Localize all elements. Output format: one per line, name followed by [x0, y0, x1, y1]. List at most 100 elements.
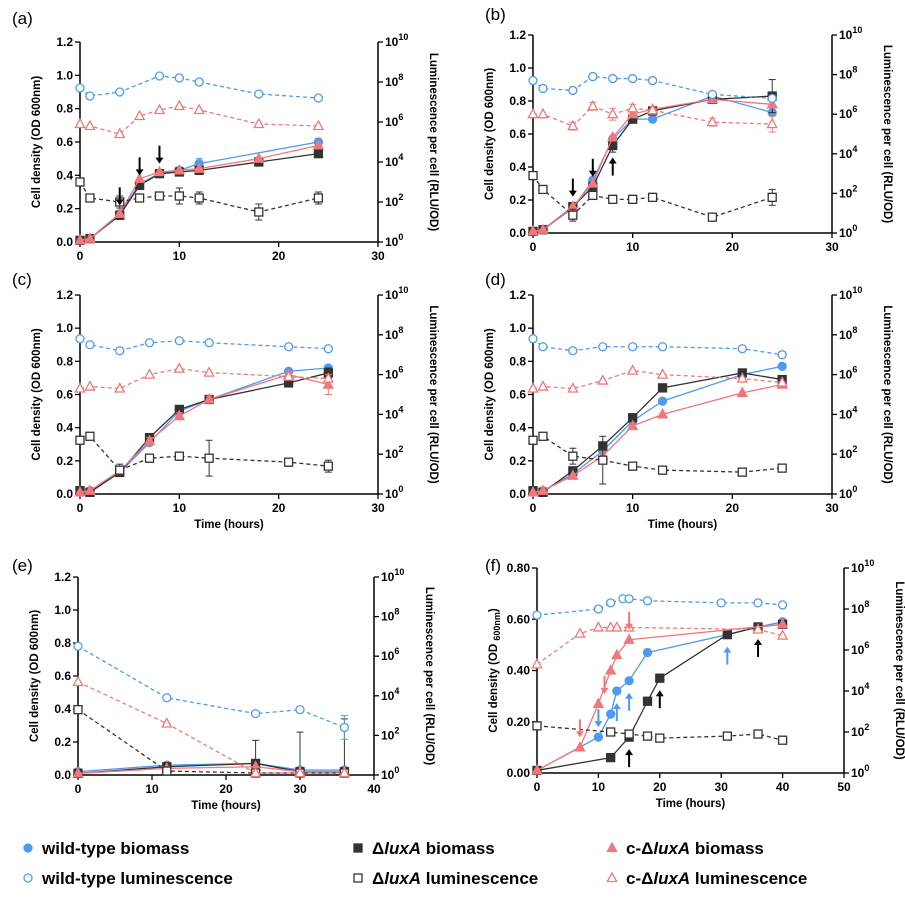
data-point: [588, 71, 598, 82]
panel-label: (b): [485, 5, 506, 24]
data-point: [114, 127, 126, 139]
series-line: [79, 75, 319, 99]
arrow-down-icon: [600, 675, 609, 694]
data-point: [776, 618, 789, 629]
arrow-down-icon: [115, 187, 124, 206]
y-tick-label: 0.4: [54, 702, 71, 716]
data-point: [567, 382, 579, 393]
data-point: [707, 89, 718, 100]
legend-item-wt_lum: wild-type luminescence: [23, 869, 233, 888]
y-tick-label: 1.0: [509, 61, 526, 75]
y2-tick-label: 108: [839, 325, 857, 342]
y2-tick-label: 1010: [839, 25, 862, 42]
series-line: [77, 645, 345, 729]
data-point: [612, 686, 622, 696]
data-point: [144, 453, 155, 463]
y2-tick-label: 106: [839, 365, 857, 382]
data-point: [593, 732, 604, 742]
data-point: [338, 766, 351, 778]
y-axis-label: Cell density (OD 600nm): [484, 328, 496, 460]
y-tick-label: 0.2: [56, 454, 73, 468]
data-point: [767, 93, 777, 104]
y-tick-label: 0.2: [56, 202, 73, 216]
data-point: [626, 419, 639, 431]
x-tick-label: 0: [534, 780, 541, 794]
y-tick-label: 0.4: [509, 421, 526, 435]
arrow-down-icon: [135, 157, 144, 176]
data-point: [323, 461, 333, 471]
y-tick-label: 0.2: [54, 735, 71, 749]
data-point: [75, 83, 85, 93]
data-point: [574, 741, 586, 752]
arrow-down-icon: [594, 709, 603, 728]
data-point: [84, 119, 96, 131]
arrow-up-icon: [625, 749, 634, 768]
data-point: [608, 73, 618, 84]
y-tick-label: 0.6: [509, 127, 526, 141]
y-tick-label: 0.4: [56, 168, 73, 182]
y-axis-label: Cell density (OD 600nm): [484, 68, 496, 200]
y-axis-label: Cell density (OD 600nm): [31, 328, 43, 460]
legend-label: wild-type biomass: [41, 839, 189, 858]
data-point: [173, 409, 186, 421]
series-line: [532, 338, 783, 356]
data-point: [624, 676, 634, 686]
series-dl_bio: [75, 367, 333, 497]
data-point: [84, 380, 96, 391]
data-point: [75, 177, 85, 187]
y-tick-label: 0.40: [507, 664, 531, 678]
data-point: [647, 75, 658, 86]
data-point: [567, 119, 579, 131]
x-tick-label: 10: [173, 249, 187, 263]
arrow-down-icon: [625, 611, 634, 630]
y-tick-label: 1.2: [509, 28, 526, 42]
legend-label: wild-type luminescence: [41, 869, 233, 888]
series-cd_bio: [527, 378, 788, 497]
series-wt_lum: [73, 641, 350, 740]
data-point: [84, 232, 96, 243]
data-point: [161, 717, 173, 728]
data-point: [528, 170, 538, 181]
data-point: [254, 89, 264, 99]
y-tick-label: 0.00: [507, 766, 531, 780]
series-line: [77, 681, 345, 774]
y-axis-label: Cell density (OD 600nm): [488, 608, 502, 733]
y2-tick-label: 108: [381, 607, 399, 624]
data-point: [656, 408, 669, 419]
data-point: [588, 190, 598, 201]
panel-label: (d): [485, 270, 506, 289]
data-point: [322, 372, 335, 383]
data-point: [657, 342, 668, 352]
data-point: [528, 334, 538, 344]
data-point: [203, 393, 215, 404]
series-dl_lum: [75, 431, 333, 477]
arrow-up-icon: [608, 157, 617, 176]
y2-axis-label: Luminescence per cell (RLU/OD): [881, 45, 893, 223]
series-cd_lum: [72, 675, 351, 778]
data-point: [611, 648, 623, 660]
x-tick-label: 10: [626, 240, 640, 254]
y-tick-label: 0.4: [56, 421, 73, 435]
legend-marker: [606, 871, 618, 883]
data-point: [153, 165, 166, 177]
y2-tick-label: 1010: [381, 567, 404, 584]
arrow-down-icon: [588, 158, 597, 177]
data-point: [115, 87, 125, 97]
data-point: [527, 224, 539, 236]
series-wt_lum: [75, 71, 324, 103]
y-tick-label: 0.6: [56, 388, 73, 402]
data-point: [153, 103, 166, 115]
series-wt_lum: [532, 594, 788, 620]
x-tick-label: 20: [653, 780, 667, 794]
y-tick-label: 1.2: [56, 35, 73, 49]
series-wt_lum: [75, 334, 333, 356]
y-tick-label: 0.20: [507, 715, 531, 729]
y2-tick-label: 102: [385, 192, 403, 209]
data-point: [322, 378, 335, 389]
data-point: [626, 107, 639, 119]
data-point: [642, 647, 653, 658]
y2-tick-label: 102: [851, 722, 869, 739]
y-tick-label: 1.2: [56, 288, 73, 302]
x-tick-label: 20: [726, 501, 740, 515]
